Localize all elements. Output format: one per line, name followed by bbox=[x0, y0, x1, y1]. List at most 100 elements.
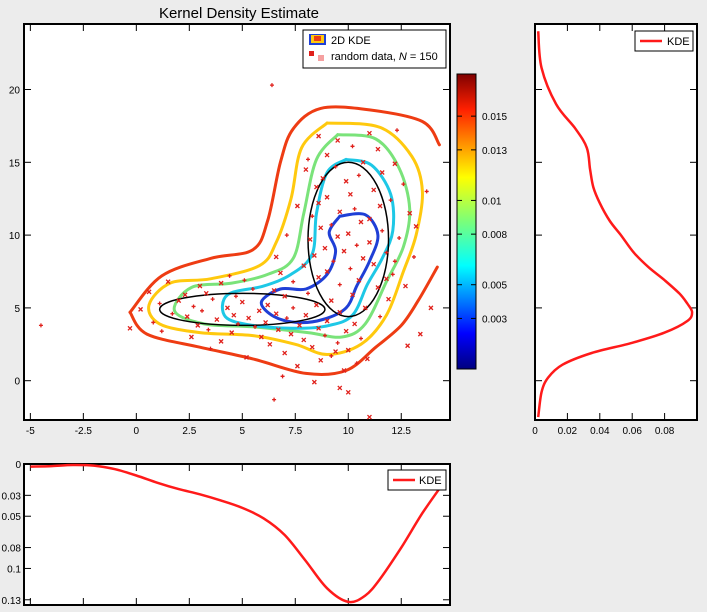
data-point bbox=[165, 279, 171, 285]
main-legend: 2D KDE random data, N = 150 bbox=[302, 29, 447, 69]
data-point-mark bbox=[214, 317, 220, 323]
data-point bbox=[159, 329, 164, 334]
data-point-mark bbox=[343, 328, 349, 334]
data-point bbox=[350, 144, 355, 149]
data-point bbox=[324, 269, 330, 274]
main-y-tick-label: 5 bbox=[14, 304, 20, 315]
data-point-mark bbox=[360, 159, 366, 165]
data-point-mark bbox=[328, 298, 334, 304]
data-point bbox=[225, 305, 230, 311]
data-point-mark bbox=[356, 277, 362, 283]
bottom-y-tick-label: 0 bbox=[15, 460, 21, 471]
data-point bbox=[231, 312, 237, 318]
right-kde-line bbox=[536, 31, 694, 418]
data-point-mark bbox=[358, 219, 364, 225]
main-x-tick-label: 10 bbox=[343, 426, 355, 437]
data-point bbox=[188, 334, 194, 340]
data-point-mark bbox=[350, 292, 355, 298]
data-point bbox=[291, 305, 296, 310]
contour-line bbox=[220, 157, 396, 330]
data-point bbox=[395, 128, 400, 133]
data-point-mark bbox=[371, 187, 377, 193]
data-point-mark bbox=[288, 331, 294, 337]
data-point bbox=[345, 389, 351, 395]
data-point bbox=[253, 324, 258, 329]
data-point bbox=[397, 236, 402, 241]
data-point-mark bbox=[277, 270, 283, 276]
data-point bbox=[263, 319, 269, 325]
data-point bbox=[307, 237, 313, 242]
data-point-mark bbox=[210, 297, 215, 302]
data-point-mark bbox=[146, 289, 152, 295]
bottom-kde-line bbox=[30, 463, 445, 604]
data-point-mark bbox=[291, 279, 296, 284]
data-point-mark bbox=[322, 245, 328, 251]
data-point bbox=[242, 278, 247, 283]
data-point bbox=[146, 289, 152, 295]
data-point-mark bbox=[236, 321, 241, 326]
data-point bbox=[239, 299, 245, 305]
data-point bbox=[378, 314, 383, 319]
right-x-tick-label: 0.08 bbox=[655, 426, 675, 437]
data-point bbox=[227, 273, 232, 278]
data-point-mark bbox=[324, 269, 330, 274]
data-point-mark bbox=[417, 331, 423, 337]
data-point bbox=[265, 302, 271, 308]
colorbar-ticks: 0.003 0.005 0.008 0.01 0.013 0.015 bbox=[457, 112, 507, 325]
data-point bbox=[380, 228, 385, 233]
data-point-mark bbox=[269, 83, 274, 88]
data-point-mark bbox=[280, 374, 285, 379]
data-point bbox=[297, 322, 302, 328]
data-point-mark bbox=[311, 253, 317, 258]
data-point bbox=[343, 328, 349, 334]
data-point bbox=[407, 210, 413, 216]
data-point-mark bbox=[378, 314, 383, 319]
data-point bbox=[343, 178, 349, 184]
data-point-mark bbox=[367, 239, 372, 245]
data-point-mark bbox=[38, 323, 43, 328]
data-point bbox=[218, 280, 224, 286]
main-x-tick-label: 0 bbox=[134, 426, 140, 437]
data-point-mark bbox=[320, 175, 326, 181]
data-point-mark bbox=[301, 337, 307, 343]
data-point-mark bbox=[314, 184, 319, 190]
data-point bbox=[367, 414, 372, 420]
data-point-mark bbox=[337, 385, 343, 391]
data-point-mark bbox=[191, 304, 196, 309]
data-point bbox=[184, 314, 190, 320]
data-point bbox=[331, 259, 336, 264]
data-point bbox=[377, 203, 383, 209]
data-point bbox=[318, 225, 324, 231]
data-point-mark bbox=[301, 263, 307, 269]
data-point bbox=[258, 334, 264, 340]
data-point-mark bbox=[333, 349, 339, 355]
data-point bbox=[316, 133, 322, 139]
data-point bbox=[388, 198, 393, 203]
right-panel: 0 0.02 0.04 0.06 0.08 KDE bbox=[532, 23, 698, 437]
data-point bbox=[275, 327, 281, 333]
colorbar-tick-label: 0.015 bbox=[482, 112, 507, 123]
data-point-mark bbox=[335, 234, 341, 240]
colorbar-tick-label: 0.008 bbox=[482, 230, 507, 241]
data-point bbox=[384, 250, 389, 255]
data-point-mark bbox=[375, 285, 381, 290]
data-point-mark bbox=[333, 164, 338, 169]
bottom-kde-curve bbox=[30, 463, 445, 604]
data-point-mark bbox=[242, 278, 247, 283]
data-point bbox=[311, 253, 317, 258]
data-point-mark bbox=[324, 194, 330, 200]
right-x-tick-label: 0 bbox=[532, 426, 538, 437]
data-point bbox=[303, 167, 309, 173]
data-point-mark bbox=[282, 350, 288, 356]
data-point-mark bbox=[294, 363, 300, 369]
data-point bbox=[367, 216, 372, 222]
legend-label-2d-kde: 2D KDE bbox=[331, 35, 371, 47]
data-point bbox=[301, 263, 307, 269]
data-point bbox=[208, 346, 213, 351]
data-point bbox=[352, 206, 357, 211]
data-point-mark bbox=[352, 206, 357, 211]
data-point bbox=[195, 322, 201, 328]
data-point-mark bbox=[364, 356, 370, 362]
data-point bbox=[309, 344, 315, 350]
data-point-mark bbox=[170, 311, 175, 316]
